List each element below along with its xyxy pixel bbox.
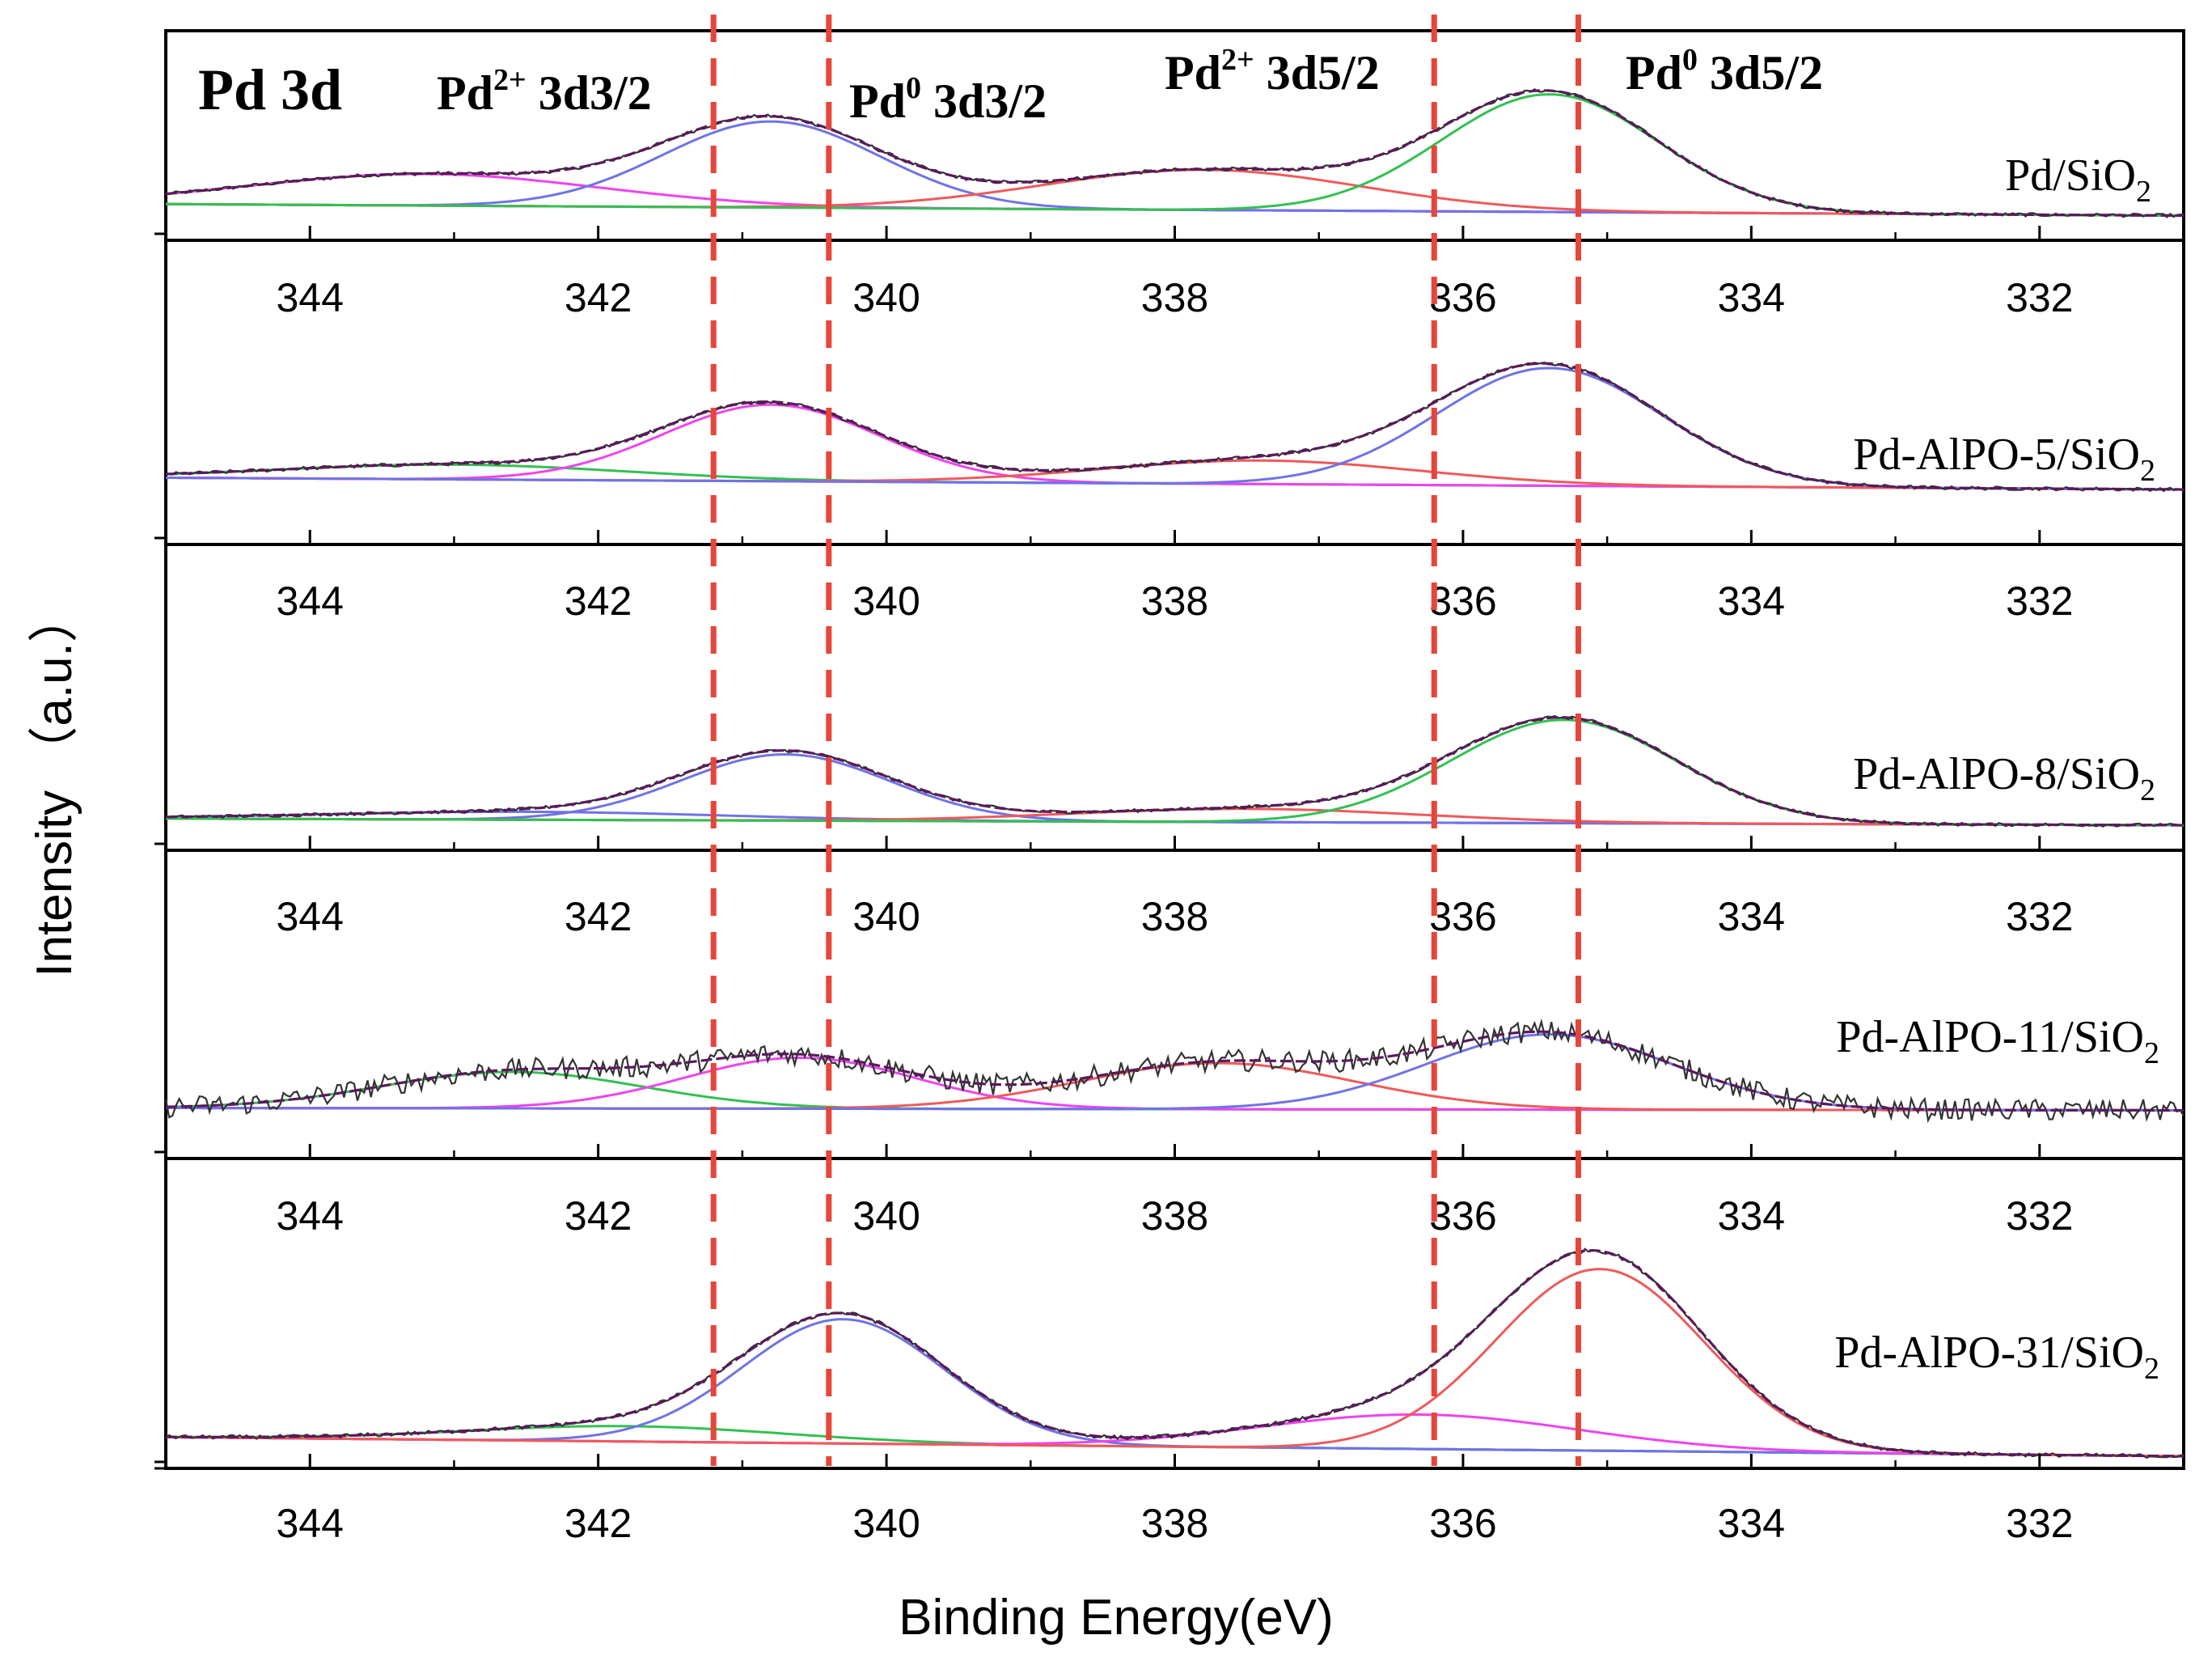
chart-title: Pd 3d (198, 57, 342, 122)
x-tick-label: 336 (1429, 275, 1496, 320)
x-tick-label: 332 (2006, 1193, 2073, 1239)
fit-component-4 (166, 1033, 2184, 1112)
x-tick-label: 334 (1718, 1501, 1785, 1546)
raw-spectrum (165, 361, 2185, 493)
peak-label-pd2plus-3d3-2: Pd2+ 3d3/2 (437, 63, 652, 120)
y-axis-title: Intensity （a.u.） (27, 592, 82, 977)
x-tick-label: 342 (565, 1501, 632, 1546)
x-tick-label: 342 (565, 578, 632, 624)
sample-label-pd-alpo-8-sio2: Pd-AlPO-8/SiO2 (1853, 749, 2155, 807)
x-tick-label: 334 (1718, 275, 1785, 320)
x-tick-label: 336 (1429, 1501, 1496, 1546)
guide-lines-group (710, 15, 1581, 1466)
x-tick-label: 334 (1718, 894, 1785, 939)
x-axis-title: Binding Energy(eV) (899, 1590, 1334, 1646)
sample-label-pd-alpo-5-sio2: Pd-AlPO-5/SiO2 (1853, 430, 2155, 488)
x-tick-label: 336 (1429, 894, 1496, 939)
x-tick-label: 340 (852, 1193, 920, 1239)
sample-label-pd-alpo-11-sio2: Pd-AlPO-11/SiO2 (1836, 1012, 2159, 1070)
x-tick-label: 332 (2006, 275, 2073, 320)
panel-1: 344 342 340 338 336 334 332 (154, 29, 2185, 320)
x-tick-label: 336 (1429, 1193, 1496, 1239)
panel-3: 344 342 340 338 336 334 332 (154, 543, 2185, 939)
x-tick-label: 342 (565, 275, 632, 320)
x-tick-label: 338 (1141, 1501, 1208, 1546)
peak-label-pd0-3d5-2: Pd0 3d5/2 (1626, 43, 1823, 100)
x-tick-label: 342 (565, 1193, 632, 1239)
x-tick-label: 340 (852, 1501, 920, 1546)
raw-spectrum (165, 714, 2185, 828)
sample-label-pd-alpo-31-sio2: Pd-AlPO-31/SiO2 (1834, 1328, 2159, 1386)
x-tick-label: 340 (852, 578, 920, 624)
x-tick-label: 340 (852, 894, 920, 939)
x-tick-label: 344 (276, 1501, 343, 1546)
x-tick-label: 342 (565, 894, 632, 939)
x-tick-label: 338 (1141, 894, 1208, 939)
x-tick-label: 338 (1141, 578, 1208, 624)
x-tick-label: 336 (1429, 578, 1496, 624)
fit-envelope (165, 1030, 2184, 1112)
x-tick-label: 344 (276, 1193, 343, 1239)
fit-envelope (166, 1248, 2184, 1458)
fit-component-4 (166, 718, 2184, 827)
sample-label-pd-sio2: Pd/SiO2 (2005, 150, 2151, 209)
x-tick-label: 332 (2006, 578, 2073, 624)
panel-5: 344 342 340 338 336 334 332 (154, 1157, 2185, 1546)
x-tick-label: 344 (276, 894, 343, 939)
panel-4: 344 342 340 338 336 334 332 (154, 849, 2185, 1239)
x-tick-label: 334 (1718, 578, 1785, 624)
peak-label-pd0-3d3-2: Pd0 3d3/2 (849, 71, 1047, 128)
x-tick-label: 340 (852, 275, 920, 320)
x-tick-label: 334 (1718, 1193, 1785, 1239)
x-tick-label: 338 (1141, 1193, 1208, 1239)
x-tick-label: 344 (276, 275, 343, 320)
x-tick-label: 338 (1141, 275, 1208, 320)
x-tick-label: 332 (2006, 1501, 2073, 1546)
fit-envelope (165, 362, 2184, 491)
peak-label-pd2plus-3d5-2: Pd2+ 3d5/2 (1165, 43, 1380, 100)
x-tick-label: 332 (2006, 894, 2073, 939)
x-tick-label: 344 (276, 578, 343, 624)
fit-envelope (165, 89, 2185, 218)
